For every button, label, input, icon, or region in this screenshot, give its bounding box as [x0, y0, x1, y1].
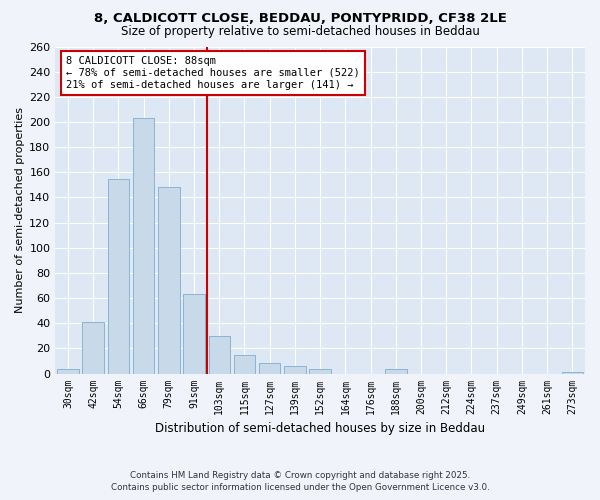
Text: 8, CALDICOTT CLOSE, BEDDAU, PONTYPRIDD, CF38 2LE: 8, CALDICOTT CLOSE, BEDDAU, PONTYPRIDD, … — [94, 12, 506, 26]
Bar — [259, 364, 280, 374]
Bar — [284, 366, 305, 374]
Bar — [310, 368, 331, 374]
Bar — [82, 322, 104, 374]
Bar — [234, 354, 255, 374]
Text: Contains HM Land Registry data © Crown copyright and database right 2025.
Contai: Contains HM Land Registry data © Crown c… — [110, 471, 490, 492]
Y-axis label: Number of semi-detached properties: Number of semi-detached properties — [15, 107, 25, 313]
Text: 8 CALDICOTT CLOSE: 88sqm
← 78% of semi-detached houses are smaller (522)
21% of : 8 CALDICOTT CLOSE: 88sqm ← 78% of semi-d… — [66, 56, 359, 90]
Bar — [562, 372, 583, 374]
X-axis label: Distribution of semi-detached houses by size in Beddau: Distribution of semi-detached houses by … — [155, 422, 485, 435]
Bar — [385, 368, 407, 374]
Bar — [158, 188, 179, 374]
Bar — [133, 118, 154, 374]
Bar — [209, 336, 230, 374]
Text: Size of property relative to semi-detached houses in Beddau: Size of property relative to semi-detach… — [121, 25, 479, 38]
Bar — [183, 294, 205, 374]
Bar — [107, 178, 129, 374]
Bar — [57, 368, 79, 374]
